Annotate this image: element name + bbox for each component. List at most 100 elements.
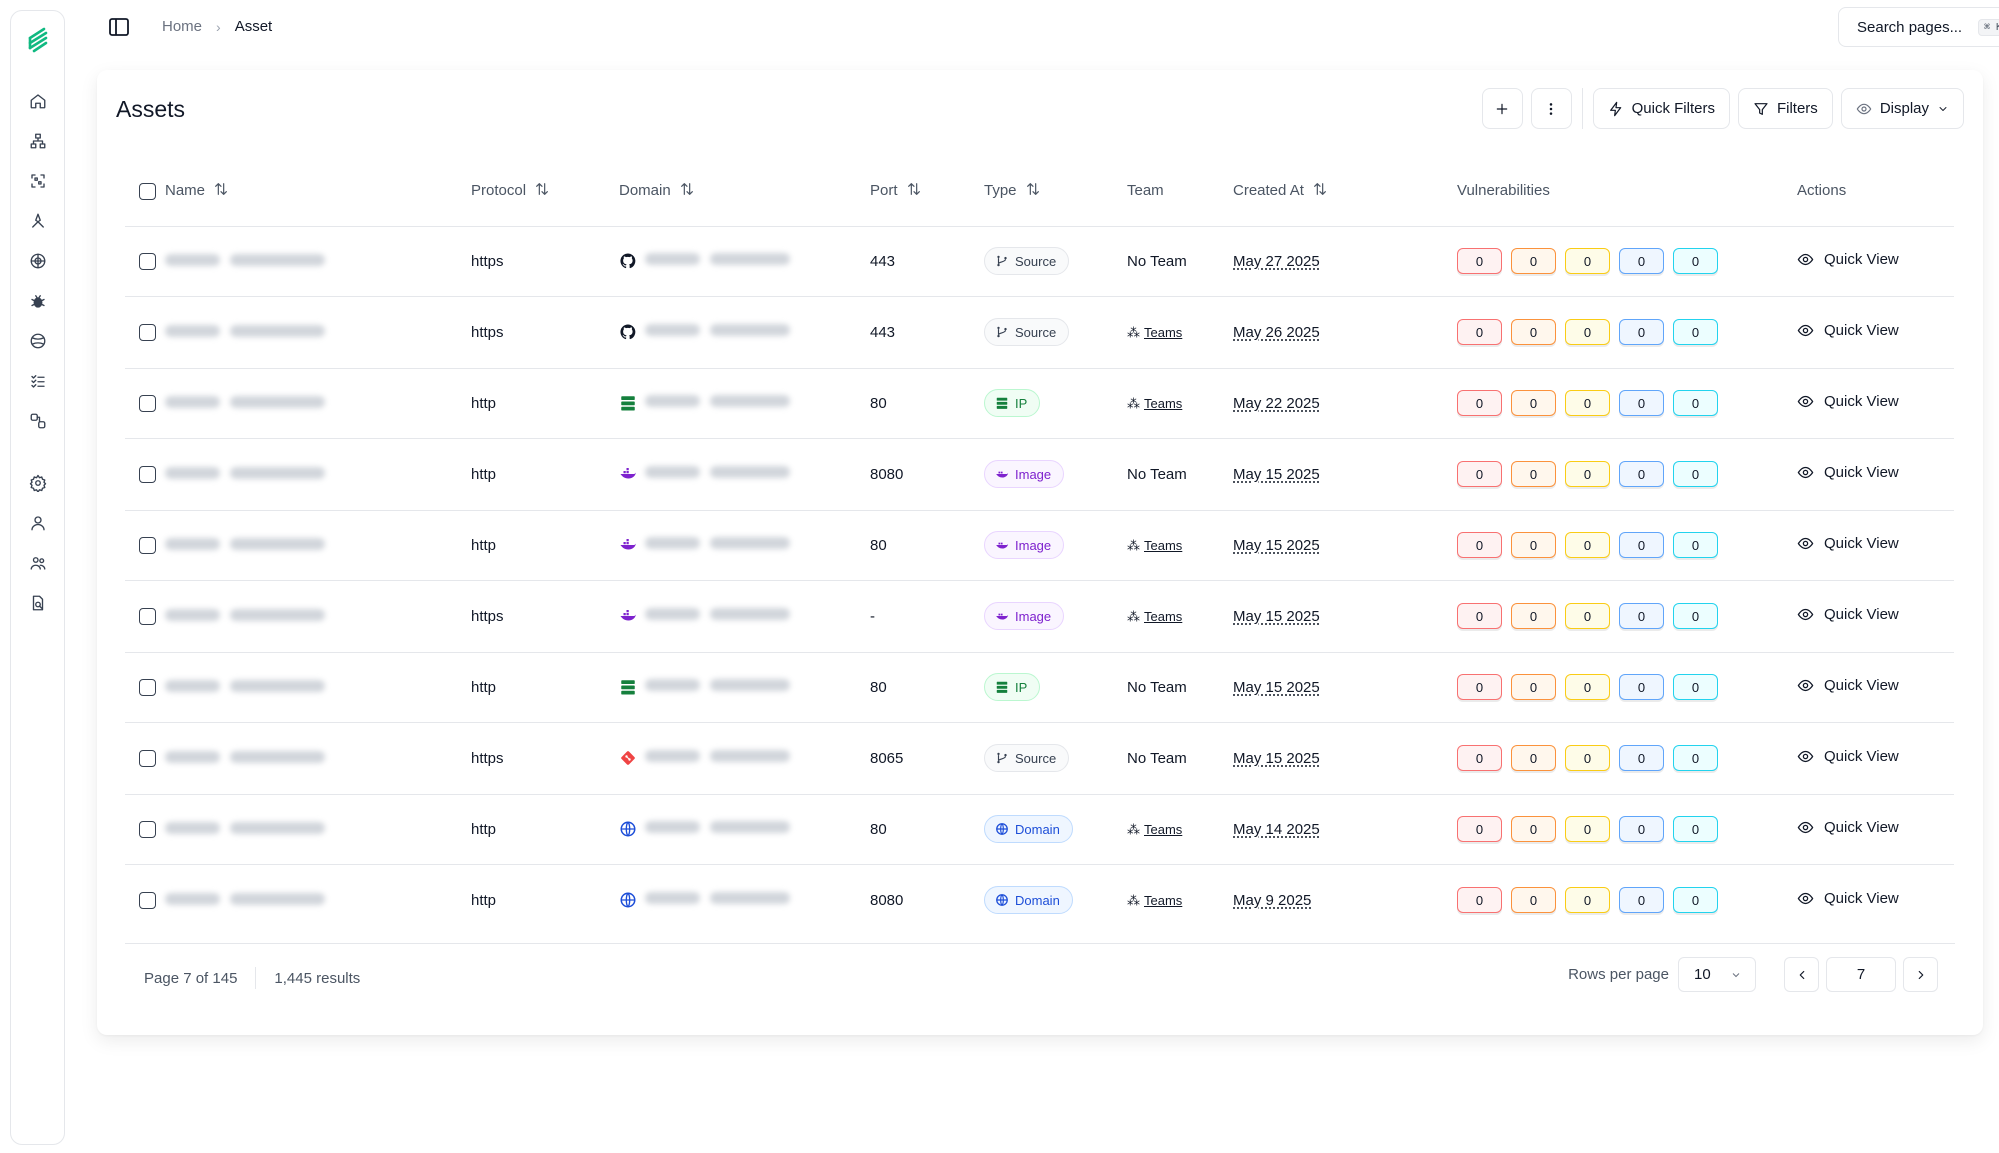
vuln-high-badge[interactable]: 0 <box>1511 390 1556 416</box>
vuln-critical-badge[interactable]: 0 <box>1457 319 1502 345</box>
row-checkbox[interactable] <box>139 607 156 625</box>
vuln-medium-badge[interactable]: 0 <box>1565 603 1610 629</box>
radar-icon[interactable] <box>28 251 48 271</box>
vuln-low-badge[interactable]: 0 <box>1619 319 1664 345</box>
vuln-high-badge[interactable]: 0 <box>1511 532 1556 558</box>
row-checkbox[interactable] <box>139 252 156 270</box>
quick-view-button[interactable]: Quick View <box>1797 393 1899 410</box>
display-button[interactable]: Display <box>1840 88 1964 129</box>
vuln-low-badge[interactable]: 0 <box>1619 816 1664 842</box>
vuln-critical-badge[interactable]: 0 <box>1457 674 1502 700</box>
asset-name-redacted[interactable] <box>165 466 325 479</box>
row-checkbox[interactable] <box>139 536 156 554</box>
column-protocol[interactable]: Protocol <box>471 181 550 201</box>
vuln-info-badge[interactable]: 0 <box>1673 603 1718 629</box>
vuln-low-badge[interactable]: 0 <box>1619 461 1664 487</box>
vuln-critical-badge[interactable]: 0 <box>1457 745 1502 771</box>
quick-view-button[interactable]: Quick View <box>1797 677 1899 694</box>
vuln-info-badge[interactable]: 0 <box>1673 390 1718 416</box>
vuln-critical-badge[interactable]: 0 <box>1457 603 1502 629</box>
vuln-critical-badge[interactable]: 0 <box>1457 816 1502 842</box>
row-checkbox[interactable] <box>139 394 156 412</box>
users-icon[interactable] <box>28 553 48 573</box>
quick-filters-button[interactable]: Quick Filters <box>1592 88 1730 129</box>
team-link[interactable]: ⁂ Teams <box>1127 609 1182 625</box>
column-name[interactable]: Name <box>165 181 229 201</box>
vuln-low-badge[interactable]: 0 <box>1619 745 1664 771</box>
column-port[interactable]: Port <box>870 181 922 201</box>
vuln-info-badge[interactable]: 0 <box>1673 532 1718 558</box>
row-checkbox[interactable] <box>139 892 156 910</box>
vuln-info-badge[interactable]: 0 <box>1673 319 1718 345</box>
user-icon[interactable] <box>28 513 48 533</box>
filters-button[interactable]: Filters <box>1737 88 1833 129</box>
home-icon[interactable] <box>28 91 48 111</box>
vuln-info-badge[interactable]: 0 <box>1673 887 1718 914</box>
vuln-low-badge[interactable]: 0 <box>1619 603 1664 629</box>
asset-name-redacted[interactable] <box>165 395 325 408</box>
integrations-icon[interactable] <box>28 411 48 431</box>
vuln-high-badge[interactable]: 0 <box>1511 461 1556 487</box>
column-domain[interactable]: Domain <box>619 181 695 201</box>
network-icon[interactable] <box>28 331 48 351</box>
scan-icon[interactable] <box>28 171 48 191</box>
vuln-info-badge[interactable]: 0 <box>1673 248 1718 274</box>
quick-view-button[interactable]: Quick View <box>1797 251 1899 268</box>
search-pages-button[interactable]: Search pages... ⌘ K <box>1838 7 1999 47</box>
vuln-medium-badge[interactable]: 0 <box>1565 248 1610 274</box>
vuln-medium-badge[interactable]: 0 <box>1565 461 1610 487</box>
quick-view-button[interactable]: Quick View <box>1797 322 1899 339</box>
next-page-button[interactable] <box>1903 957 1938 992</box>
vuln-medium-badge[interactable]: 0 <box>1565 390 1610 416</box>
quick-view-button[interactable]: Quick View <box>1797 819 1899 836</box>
checklist-icon[interactable] <box>28 371 48 391</box>
vuln-low-badge[interactable]: 0 <box>1619 248 1664 274</box>
vuln-high-badge[interactable]: 0 <box>1511 816 1556 842</box>
asset-name-redacted[interactable] <box>165 892 325 905</box>
row-checkbox[interactable] <box>139 678 156 696</box>
vuln-info-badge[interactable]: 0 <box>1673 745 1718 771</box>
vuln-low-badge[interactable]: 0 <box>1619 532 1664 558</box>
breadcrumb-home[interactable]: Home <box>162 18 203 35</box>
team-link[interactable]: ⁂ Teams <box>1127 325 1182 341</box>
column-created-at[interactable]: Created At <box>1233 181 1328 201</box>
row-checkbox[interactable] <box>139 820 156 838</box>
vuln-info-badge[interactable]: 0 <box>1673 674 1718 700</box>
vuln-medium-badge[interactable]: 0 <box>1565 745 1610 771</box>
vuln-critical-badge[interactable]: 0 <box>1457 461 1502 487</box>
vuln-info-badge[interactable]: 0 <box>1673 816 1718 842</box>
vuln-low-badge[interactable]: 0 <box>1619 674 1664 700</box>
vuln-critical-badge[interactable]: 0 <box>1457 532 1502 558</box>
asset-name-redacted[interactable] <box>165 821 325 834</box>
vuln-medium-badge[interactable]: 0 <box>1565 532 1610 558</box>
vuln-high-badge[interactable]: 0 <box>1511 603 1556 629</box>
previous-page-button[interactable] <box>1784 957 1819 992</box>
vuln-low-badge[interactable]: 0 <box>1619 887 1664 914</box>
vuln-medium-badge[interactable]: 0 <box>1565 674 1610 700</box>
vuln-critical-badge[interactable]: 0 <box>1457 248 1502 274</box>
vuln-high-badge[interactable]: 0 <box>1511 319 1556 345</box>
asset-name-redacted[interactable] <box>165 750 325 763</box>
team-link[interactable]: ⁂ Teams <box>1127 893 1182 909</box>
asset-name-redacted[interactable] <box>165 253 325 266</box>
asset-name-redacted[interactable] <box>165 679 325 692</box>
sidebar-toggle-icon[interactable] <box>106 14 132 40</box>
select-all-checkbox[interactable] <box>139 182 156 200</box>
page-number-input[interactable] <box>1826 957 1896 992</box>
asset-name-redacted[interactable] <box>165 324 325 337</box>
row-checkbox[interactable] <box>139 749 156 767</box>
quick-view-button[interactable]: Quick View <box>1797 606 1899 623</box>
alert-icon[interactable] <box>28 211 48 231</box>
audit-icon[interactable] <box>28 593 48 613</box>
vuln-critical-badge[interactable]: 0 <box>1457 390 1502 416</box>
vuln-high-badge[interactable]: 0 <box>1511 887 1556 914</box>
asset-name-redacted[interactable] <box>165 608 325 621</box>
quick-view-button[interactable]: Quick View <box>1797 890 1899 907</box>
